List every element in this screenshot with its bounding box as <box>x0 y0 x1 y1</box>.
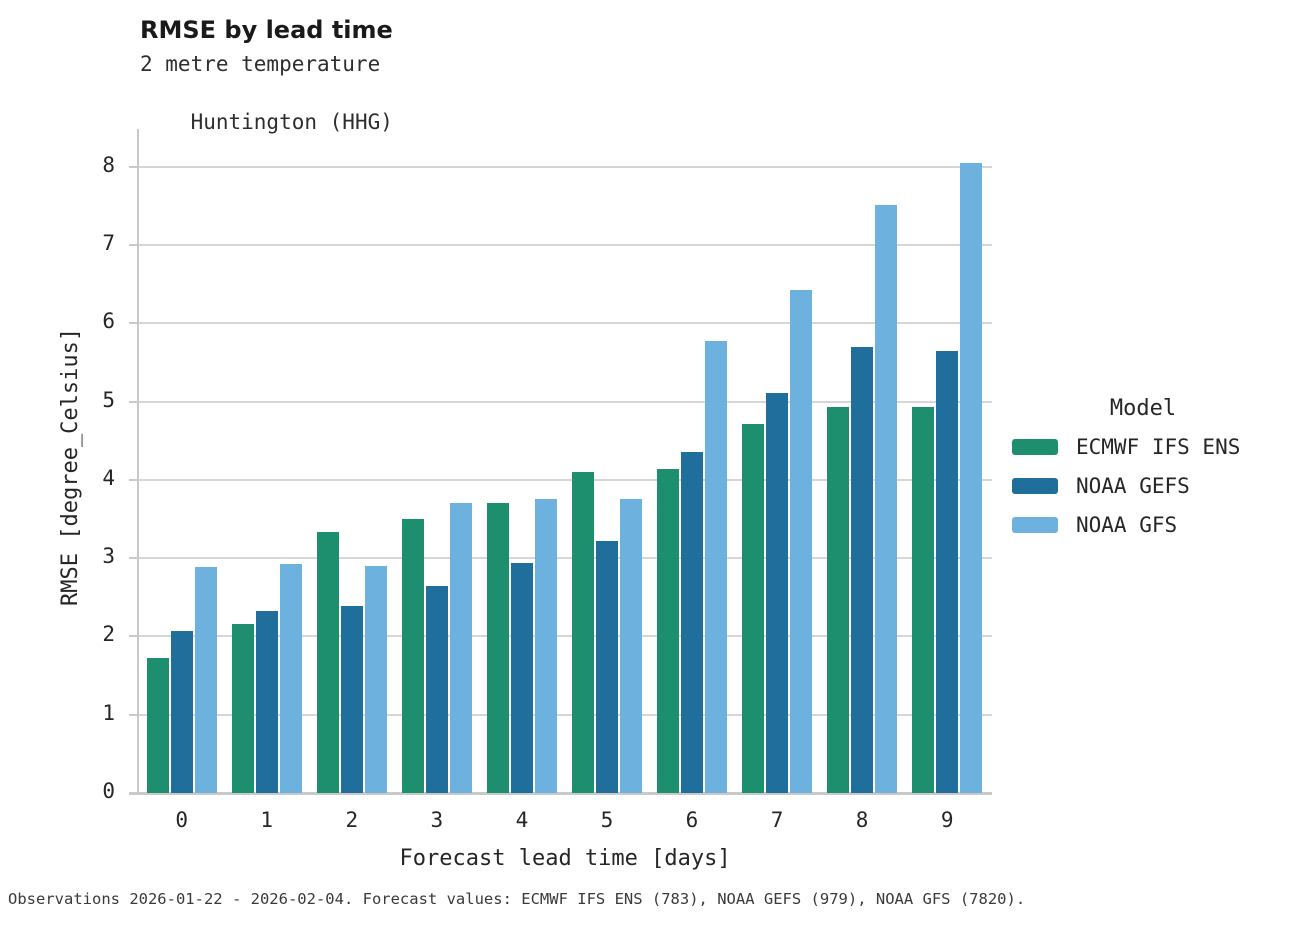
bar-noaa-gefs-lead-1 <box>255 611 278 793</box>
bar-noaa-gefs-lead-4 <box>510 562 533 793</box>
y-tick-mark <box>129 322 137 325</box>
legend-swatch-noaa-gefs <box>1012 478 1058 494</box>
legend-title: Model <box>1109 396 1177 421</box>
y-tick-label: 6 <box>102 309 115 334</box>
y-tick-mark <box>129 635 137 638</box>
x-tick-label: 9 <box>940 808 954 832</box>
x-tick-label: 1 <box>260 808 274 832</box>
caption-observations: Observations 2026-01-22 - 2026-02-04. Fo… <box>8 890 1026 908</box>
x-tick-label: 7 <box>770 808 784 832</box>
legend-label: NOAA GEFS <box>1076 474 1190 498</box>
y-tick-label: 2 <box>102 622 115 647</box>
bar-noaa-gefs-lead-8 <box>851 346 874 793</box>
y-axis-title: RMSE [degree_Celsius] <box>58 327 83 606</box>
gridline <box>137 165 992 168</box>
x-tick-label: 0 <box>175 808 189 832</box>
bar-noaa-gefs-lead-7 <box>766 392 789 793</box>
x-tick-label: 4 <box>515 808 529 832</box>
y-tick-label: 0 <box>102 779 115 803</box>
bar-ecmwf-ifs-ens-lead-6 <box>657 468 679 793</box>
y-tick-label: 8 <box>102 152 115 177</box>
y-tick-mark <box>129 400 137 403</box>
bar-ecmwf-ifs-ens-lead-4 <box>486 503 509 793</box>
bar-noaa-gfs-lead-5 <box>619 498 642 793</box>
legend-entry: NOAA GEFS <box>1012 474 1274 498</box>
bar-ecmwf-ifs-ens-lead-5 <box>571 471 594 793</box>
subtitle-line-1: 2 metre temperature <box>140 52 381 76</box>
bar-noaa-gfs-lead-2 <box>364 565 387 793</box>
y-axis-spine <box>137 129 139 793</box>
legend-entry: NOAA GFS <box>1012 513 1274 537</box>
bar-noaa-gefs-lead-3 <box>425 586 448 793</box>
legend: Model ECMWF IFS ENS NOAA GEFS NOAA GFS <box>1012 396 1274 552</box>
bar-ecmwf-ifs-ens-lead-2 <box>316 532 339 793</box>
legend-swatch-noaa-gfs <box>1012 517 1058 533</box>
y-tick-label: 4 <box>102 465 115 490</box>
chart-title: RMSE by lead time <box>140 16 393 44</box>
gridline <box>137 400 992 403</box>
bar-noaa-gfs-lead-0 <box>194 567 217 793</box>
legend-entry: ECMWF IFS ENS <box>1012 435 1274 459</box>
bar-ecmwf-ifs-ens-lead-8 <box>827 406 850 793</box>
x-tick-label: 6 <box>685 808 699 832</box>
bar-noaa-gefs-lead-5 <box>595 540 618 793</box>
x-tick-label: 8 <box>855 808 869 832</box>
bar-noaa-gfs-lead-3 <box>449 503 472 793</box>
x-axis-title: Forecast lead time [days] <box>399 846 731 871</box>
bar-noaa-gfs-lead-6 <box>705 341 727 793</box>
bar-noaa-gfs-lead-1 <box>279 563 302 793</box>
gridline <box>137 322 992 325</box>
bar-ecmwf-ifs-ens-lead-3 <box>401 518 424 793</box>
gridline <box>137 557 992 560</box>
gridline <box>137 713 992 716</box>
bar-noaa-gfs-lead-9 <box>960 162 983 793</box>
bar-noaa-gefs-lead-2 <box>340 605 363 793</box>
legend-label: ECMWF IFS ENS <box>1076 435 1241 459</box>
y-tick-mark <box>129 243 137 246</box>
y-tick-label: 7 <box>102 230 115 255</box>
chart-subtitle: 2 metre temperature Huntington (HHG) <box>140 50 393 137</box>
y-tick-label: 1 <box>102 700 115 725</box>
bar-noaa-gefs-lead-6 <box>681 451 703 793</box>
gridline <box>137 243 992 246</box>
bar-noaa-gfs-lead-8 <box>875 204 898 793</box>
bar-ecmwf-ifs-ens-lead-0 <box>146 658 169 793</box>
bar-ecmwf-ifs-ens-lead-7 <box>742 424 765 793</box>
bar-noaa-gefs-lead-9 <box>936 351 959 793</box>
x-tick-label: 2 <box>345 808 359 832</box>
y-tick-mark <box>129 478 137 481</box>
bar-ecmwf-ifs-ens-lead-9 <box>912 406 935 793</box>
bar-noaa-gfs-lead-4 <box>534 498 557 793</box>
y-tick-label: 5 <box>102 387 115 412</box>
gridline <box>137 478 992 481</box>
legend-label: NOAA GFS <box>1076 513 1178 537</box>
y-tick-mark <box>129 557 137 560</box>
legend-swatch-ecmwf-ifs-ens <box>1012 439 1058 455</box>
subtitle-line-2: Huntington (HHG) <box>190 110 393 134</box>
bar-ecmwf-ifs-ens-lead-1 <box>231 623 254 793</box>
x-tick-label: 3 <box>430 808 444 832</box>
y-tick-mark <box>129 713 137 716</box>
gridline <box>137 635 992 638</box>
x-axis-spine <box>129 792 992 795</box>
y-tick-label: 3 <box>102 544 115 569</box>
y-tick-mark <box>129 165 137 168</box>
x-tick-label: 5 <box>600 808 614 832</box>
bar-noaa-gefs-lead-0 <box>170 630 193 793</box>
bar-noaa-gfs-lead-7 <box>790 290 813 793</box>
